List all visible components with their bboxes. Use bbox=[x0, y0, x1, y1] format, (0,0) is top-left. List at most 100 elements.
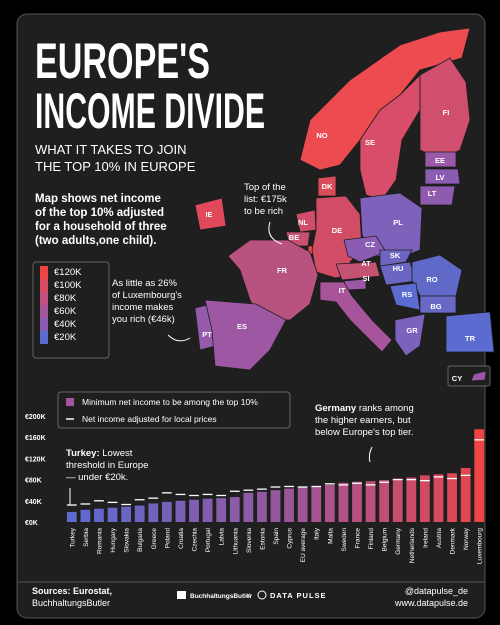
separator: × bbox=[246, 591, 251, 600]
legend-swatch bbox=[40, 331, 48, 344]
legend-label: €120K bbox=[54, 267, 82, 278]
x-tick-label: Austria bbox=[436, 528, 443, 549]
map-annotation: you rich (€46k) bbox=[112, 314, 175, 325]
map-legend-box bbox=[32, 261, 110, 359]
bar bbox=[311, 486, 322, 522]
country bbox=[204, 299, 287, 371]
subtitle: THE TOP 10% IN EUROPE bbox=[35, 159, 196, 174]
bar bbox=[338, 482, 349, 522]
country-label: NO bbox=[316, 131, 327, 140]
country-label: HU bbox=[393, 264, 404, 273]
legend-swatch bbox=[40, 318, 48, 331]
description: for a household of three bbox=[35, 221, 167, 233]
x-tick-label: Ireland bbox=[422, 528, 429, 548]
bar bbox=[379, 480, 390, 522]
y-tick-label: €120K bbox=[25, 456, 46, 463]
x-tick-label: France bbox=[354, 528, 361, 549]
country-label: SK bbox=[390, 251, 401, 260]
bar bbox=[134, 505, 145, 522]
x-tick-label: Luxembourg bbox=[477, 528, 484, 565]
country-label: CY bbox=[452, 374, 462, 383]
bar bbox=[352, 481, 362, 522]
x-tick-label: Belgium bbox=[382, 528, 389, 551]
country-label: EE bbox=[435, 156, 445, 165]
bar bbox=[324, 484, 335, 522]
bar bbox=[419, 475, 430, 522]
country bbox=[424, 151, 457, 168]
country bbox=[335, 261, 381, 281]
map: NOSEFIEELVLTDKIENLBELUDEPLCZSKATHUFRSIRO… bbox=[112, 27, 495, 387]
sources: BuchhaltungsButler bbox=[32, 598, 110, 608]
country-label: DK bbox=[322, 182, 333, 191]
annotation-text: — under €20k. bbox=[66, 472, 128, 483]
y-tick-label: €40K bbox=[25, 499, 42, 506]
x-tick-label: Hungary bbox=[110, 527, 117, 552]
x-tick-label: Poland bbox=[164, 528, 171, 549]
bar bbox=[257, 491, 267, 522]
legend-label: €60K bbox=[54, 306, 77, 317]
bar bbox=[216, 498, 227, 522]
legend-label: €20K bbox=[54, 332, 77, 343]
bar bbox=[94, 508, 104, 522]
annotation-text: Turkey: bbox=[66, 448, 100, 459]
title: EUROPE'S bbox=[35, 33, 210, 89]
legend-swatch bbox=[66, 398, 74, 406]
country-label: RO bbox=[426, 275, 437, 284]
country-label: IE bbox=[205, 210, 212, 219]
arrow bbox=[268, 221, 283, 245]
x-tick-label: Italy bbox=[314, 527, 321, 540]
arrow bbox=[167, 334, 191, 342]
country-label: RS bbox=[402, 290, 412, 299]
title: INCOME DIVIDE bbox=[35, 83, 265, 139]
country bbox=[343, 235, 387, 263]
bar bbox=[365, 481, 376, 522]
legend-label: Net income adjusted for local prices bbox=[82, 414, 217, 424]
country-label: FR bbox=[277, 266, 288, 275]
country bbox=[419, 185, 456, 206]
arrow bbox=[368, 446, 373, 463]
annotation-text: threshold in Europe bbox=[66, 460, 148, 471]
country bbox=[394, 313, 426, 357]
country-label: BG bbox=[430, 302, 441, 311]
description: of the top 10% adjusted bbox=[35, 207, 164, 219]
bar bbox=[433, 474, 444, 522]
logo: BuchhaltungsButler bbox=[190, 593, 253, 600]
bar bbox=[474, 429, 485, 522]
country-label: ES bbox=[237, 322, 247, 331]
bar bbox=[189, 499, 199, 522]
x-tick-label: Croatia bbox=[178, 528, 185, 549]
chart-annotation: threshold in Europe bbox=[66, 460, 148, 471]
map-annotation: income makes bbox=[112, 302, 173, 313]
bar bbox=[284, 488, 294, 522]
country-label: GR bbox=[406, 326, 418, 335]
country-label: NL bbox=[298, 218, 308, 227]
x-tick-label: Romania bbox=[96, 528, 103, 554]
map-annotation: As little as 26% bbox=[112, 278, 177, 289]
country bbox=[424, 168, 461, 185]
chart-annotation: Turkey: Lowest bbox=[66, 448, 133, 459]
sources: Sources: Eurostat, bbox=[32, 586, 112, 596]
x-tick-label: Czechia bbox=[192, 528, 199, 552]
map-annotation: Top of the bbox=[244, 182, 286, 193]
bar bbox=[270, 490, 281, 522]
annotation-text: Germany bbox=[315, 403, 357, 414]
country-label: PL bbox=[393, 218, 403, 227]
bar-chart: €0K €40K €80K €120K €160K €200K Minimum net in… bbox=[25, 397, 485, 565]
x-tick-label: Turkey bbox=[69, 527, 76, 547]
x-tick-label: Norway bbox=[463, 527, 470, 550]
annotation-text: ranks among bbox=[356, 403, 414, 414]
annotation-text: Lowest bbox=[100, 448, 133, 459]
logo: DATA PULSE bbox=[270, 591, 327, 600]
country bbox=[445, 311, 495, 353]
country bbox=[319, 281, 393, 353]
bar bbox=[121, 506, 132, 522]
country bbox=[194, 197, 227, 231]
country-label: SI bbox=[362, 274, 369, 283]
bar bbox=[80, 509, 91, 522]
chart-legend-box bbox=[57, 391, 291, 429]
chart-annotation: — under €20k. bbox=[66, 472, 128, 483]
description: Map shows net income bbox=[35, 193, 161, 205]
bar bbox=[392, 478, 403, 522]
x-tick-label: EU average bbox=[300, 528, 307, 563]
